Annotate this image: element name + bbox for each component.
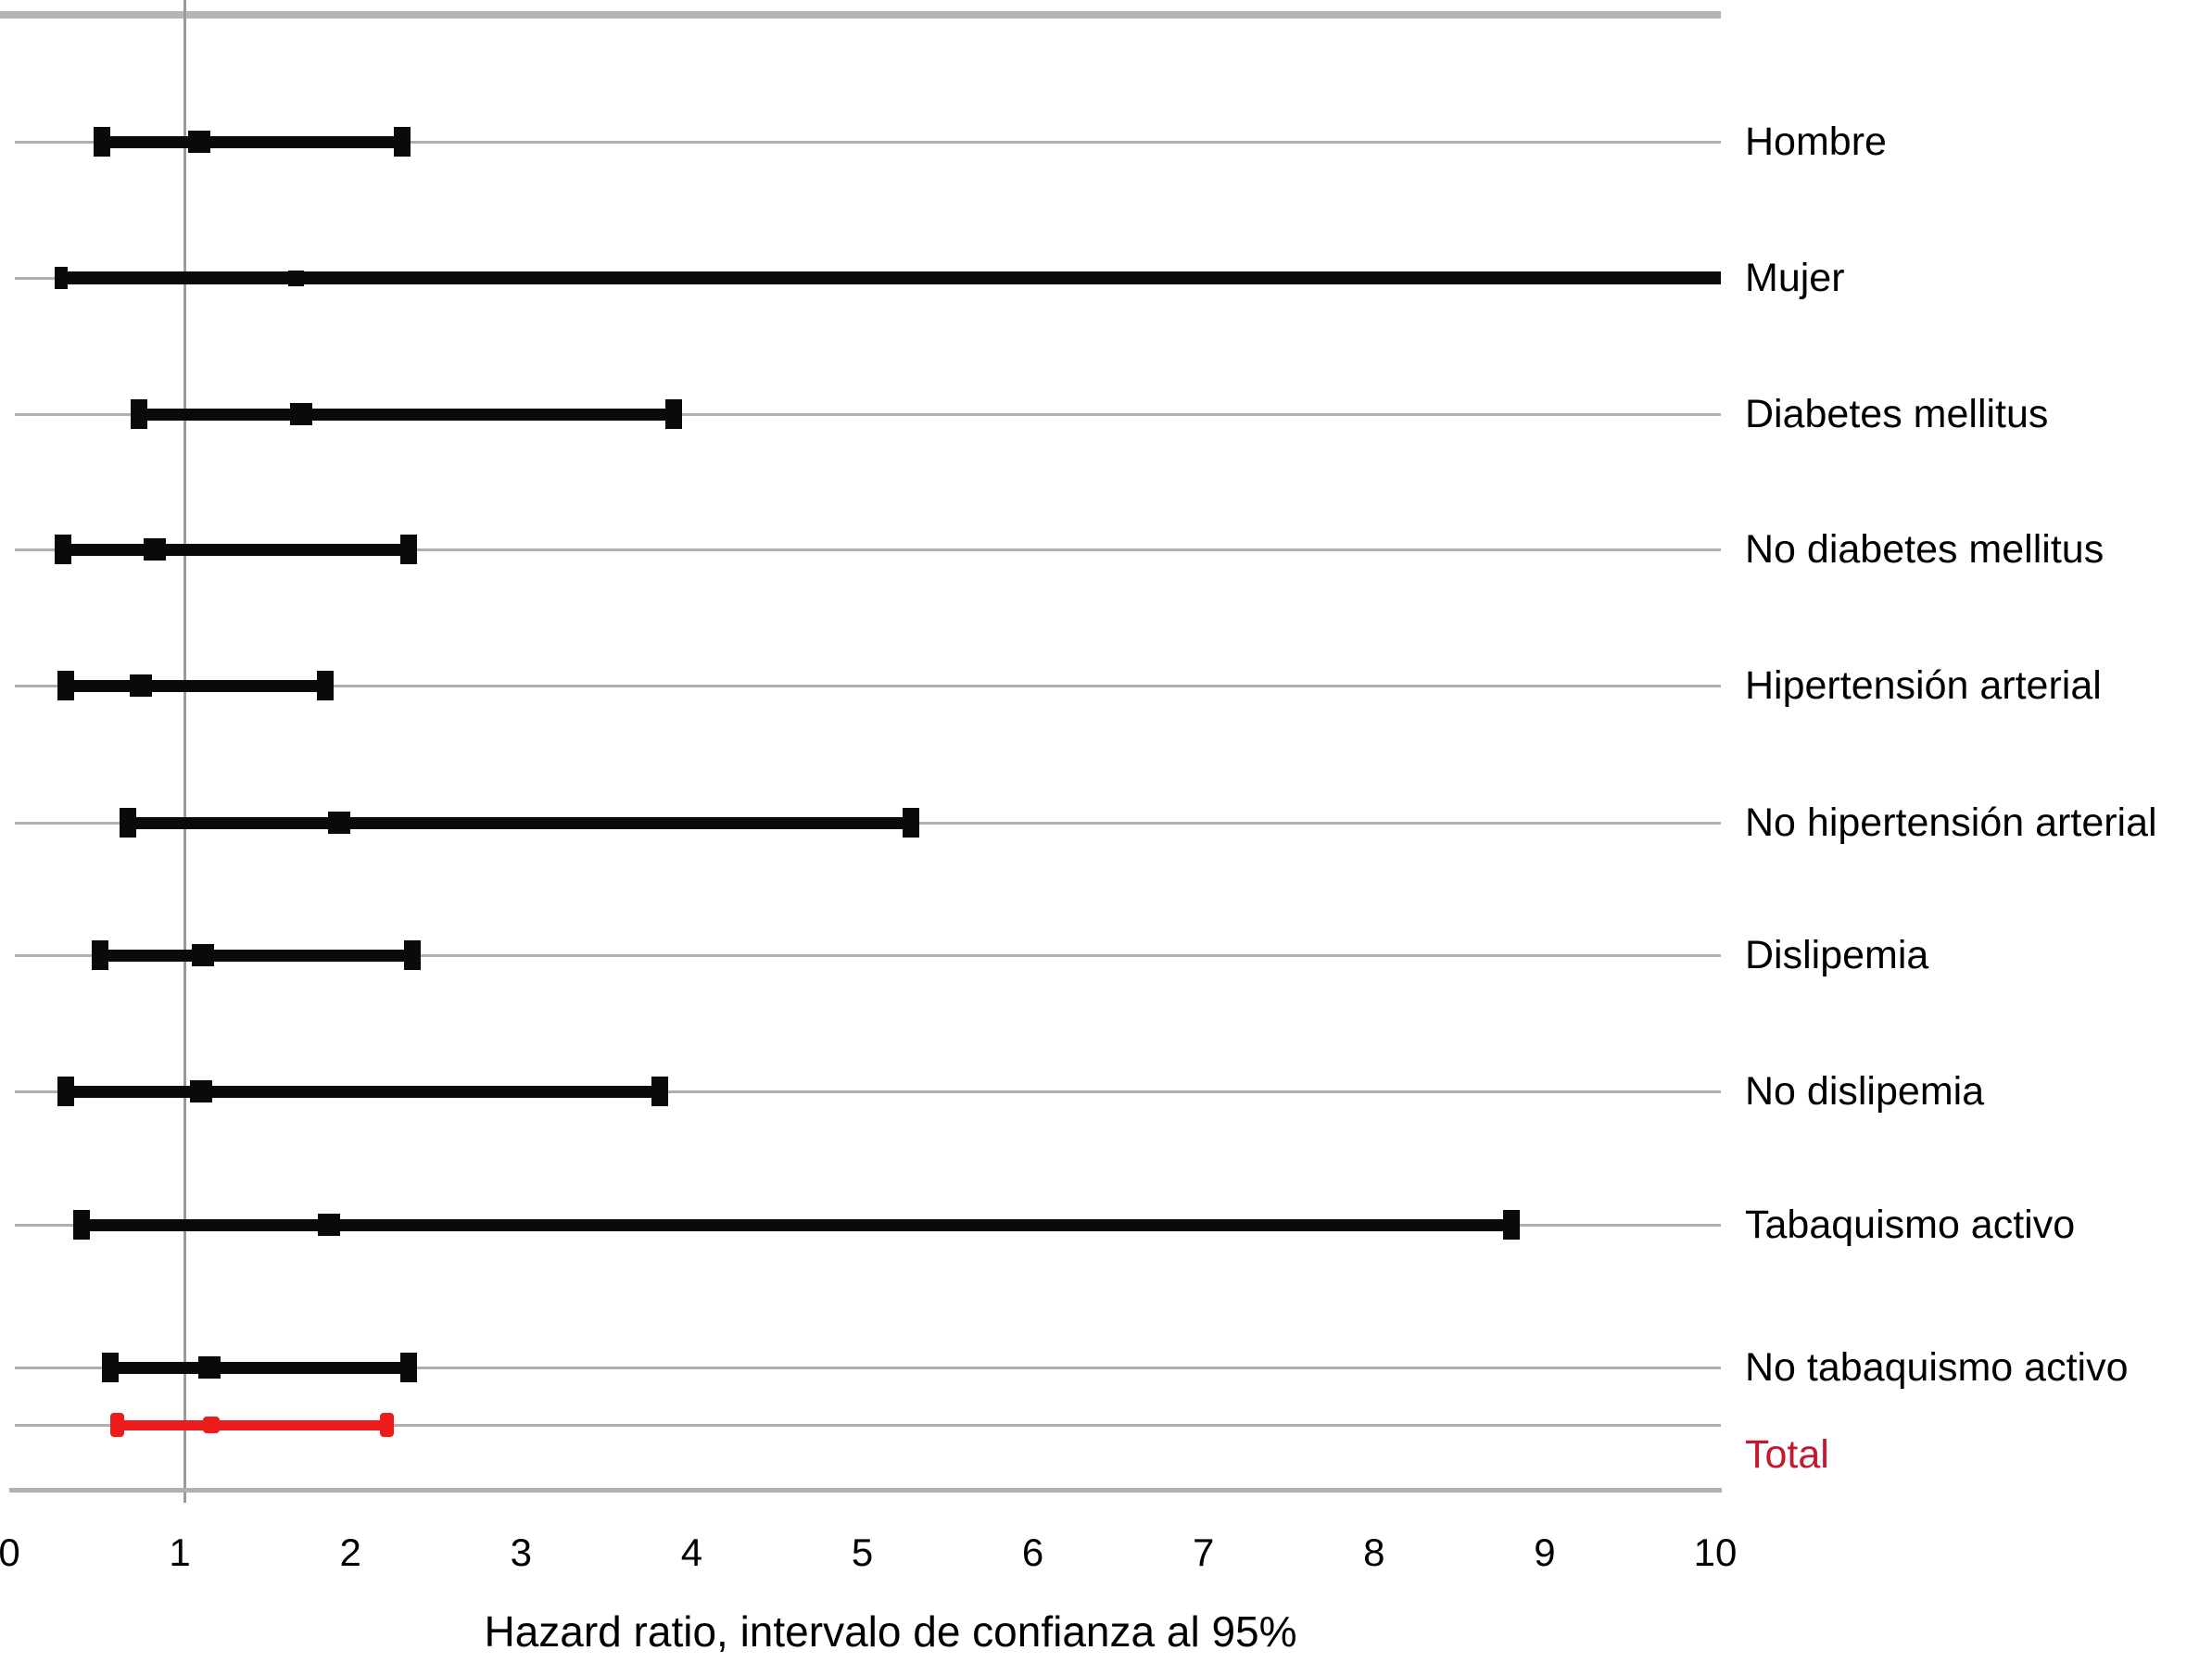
ci-bar	[139, 408, 674, 421]
row-label: Tabaquismo activo	[1745, 1203, 2076, 1247]
ci-lower-cap	[119, 808, 136, 838]
row-gridline	[15, 140, 1721, 144]
x-tick-label: 1	[169, 1531, 191, 1574]
ci-lower-cap	[54, 535, 71, 564]
ci-lower-cap	[92, 940, 109, 970]
x-tick-label: 2	[339, 1531, 361, 1574]
ci-lower-cap	[57, 1077, 75, 1106]
hr-point-marker	[187, 131, 210, 153]
x-axis-title: Hazard ratio, intervalo de confianza al …	[484, 1607, 1297, 1656]
x-tick-label: 10	[1693, 1531, 1738, 1574]
ci-lower-cap	[109, 1413, 124, 1437]
ci-bar	[117, 1419, 387, 1430]
ci-bar	[100, 949, 412, 962]
x-tick-label: 5	[851, 1531, 874, 1574]
hr-point-marker	[317, 1214, 340, 1236]
ci-bar	[60, 271, 1721, 284]
row-gridline	[15, 1090, 1721, 1093]
x-tick-label: 8	[1363, 1531, 1385, 1574]
row-gridline	[15, 1366, 1721, 1369]
row-label: No dislipemia	[1745, 1069, 1985, 1114]
row-gridline	[15, 953, 1721, 957]
ci-upper-cap	[400, 1353, 418, 1382]
ci-upper-cap	[651, 1077, 668, 1106]
hr-point-marker	[290, 403, 313, 425]
ci-lower-cap	[93, 127, 110, 157]
ci-lower-cap	[57, 671, 75, 700]
ci-upper-cap	[664, 399, 682, 429]
row-gridline	[15, 1423, 1721, 1427]
ci-lower-cap	[102, 1353, 120, 1382]
ci-upper-cap	[317, 671, 335, 700]
ci-lower-cap	[54, 267, 68, 289]
x-axis-line	[9, 1488, 1722, 1493]
plot-top-border	[0, 11, 1721, 19]
x-tick-label: 4	[680, 1531, 703, 1574]
hr-point-marker	[130, 674, 153, 697]
hr-point-marker	[197, 1356, 221, 1379]
row-label: No diabetes mellitus	[1745, 527, 2105, 572]
row-label: No hipertensión arterial	[1745, 800, 2157, 845]
row-label: No tabaquismo activo	[1745, 1345, 2129, 1390]
hr-point-marker	[189, 1080, 212, 1102]
ci-bar	[110, 1361, 410, 1374]
ci-upper-cap	[393, 127, 411, 157]
x-tick-label: 0	[0, 1531, 20, 1574]
row-gridline	[15, 548, 1721, 551]
row-label: Hipertensión arterial	[1745, 663, 2102, 708]
ci-bar	[66, 1085, 660, 1098]
row-label: Diabetes mellitus	[1745, 392, 2049, 436]
ci-bar	[66, 679, 326, 692]
x-tick-label: 7	[1193, 1531, 1215, 1574]
ci-upper-cap	[400, 535, 418, 564]
ci-upper-cap	[403, 940, 421, 970]
row-gridline	[15, 412, 1721, 416]
row-label: Hombre	[1745, 120, 1887, 164]
row-label: Dislipemia	[1745, 933, 1929, 977]
x-tick-label: 6	[1021, 1531, 1044, 1574]
ci-bar	[127, 816, 911, 829]
hr-point-marker	[191, 944, 214, 966]
hr-point-marker	[202, 1417, 220, 1433]
hr-point-marker	[143, 538, 166, 561]
row-label: Mujer	[1745, 256, 1845, 300]
row-label: Total	[1745, 1432, 1829, 1477]
ci-lower-cap	[131, 399, 148, 429]
ci-upper-cap	[902, 808, 919, 838]
ci-upper-cap	[1502, 1210, 1520, 1240]
ci-bar	[81, 1218, 1511, 1231]
ci-bar	[62, 543, 410, 556]
ci-bar	[101, 135, 402, 148]
ci-upper-cap	[379, 1413, 394, 1437]
ci-lower-cap	[72, 1210, 90, 1240]
x-tick-label: 9	[1534, 1531, 1556, 1574]
row-gridline	[15, 684, 1721, 687]
hr-point-marker	[288, 270, 305, 286]
hr-point-marker	[327, 812, 350, 834]
x-tick-label: 3	[510, 1531, 532, 1574]
reference-line-hr1	[183, 0, 186, 1503]
